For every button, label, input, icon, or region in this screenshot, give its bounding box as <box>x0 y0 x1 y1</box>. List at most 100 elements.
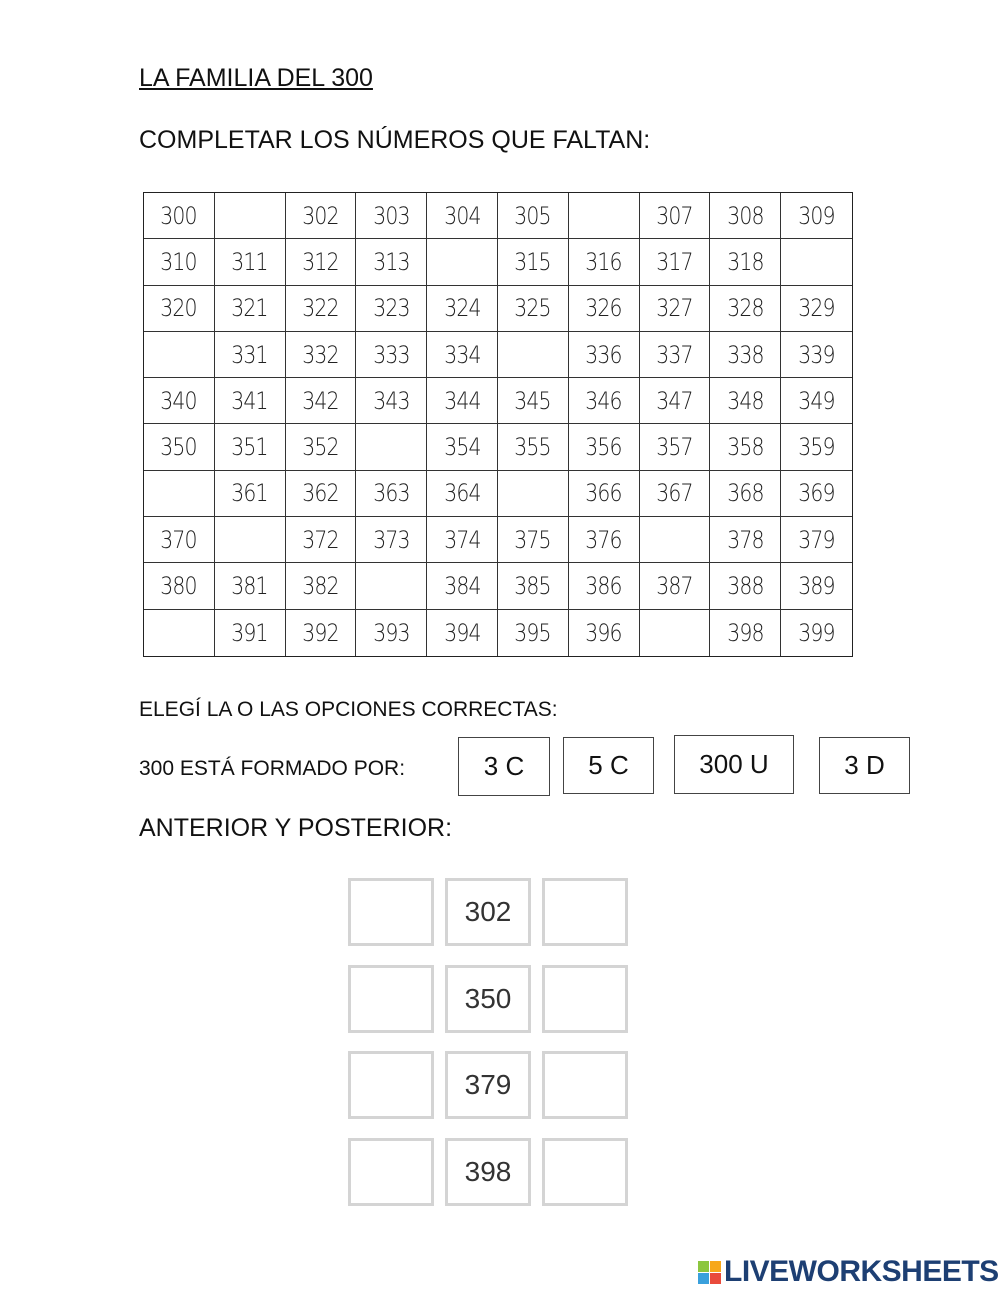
grid-blank-input[interactable] <box>144 470 215 518</box>
grid-cell: 302 <box>285 193 357 240</box>
grid-blank-input[interactable] <box>427 239 498 286</box>
grid-blank-input[interactable] <box>144 609 215 656</box>
grid-cell-value: 341 <box>231 386 268 415</box>
grid-cell-value: 309 <box>798 201 835 230</box>
grid-cell-value: 369 <box>798 479 835 508</box>
grid-cell-value: 300 <box>160 201 198 230</box>
grid-cell: 391 <box>215 609 286 656</box>
grid-cell: 384 <box>427 563 498 610</box>
anterior-input[interactable] <box>348 965 434 1033</box>
posterior-input[interactable] <box>542 878 628 946</box>
grid-cell-value: 370 <box>160 525 198 554</box>
grid-cell-value: 336 <box>585 340 622 369</box>
grid-cell-value: 355 <box>514 433 552 462</box>
option-3d[interactable]: 3 D <box>819 737 910 794</box>
grid-cell-value: 381 <box>231 572 268 601</box>
grid-cell: 304 <box>427 193 498 240</box>
grid-cell: 388 <box>710 563 782 610</box>
grid-cell-value: 323 <box>373 294 410 323</box>
anterior-input[interactable] <box>348 878 434 946</box>
grid-blank-input[interactable] <box>356 424 428 471</box>
grid-blank-input[interactable] <box>498 331 569 379</box>
grid-cell-value: 387 <box>656 572 693 601</box>
grid-cell-value: 394 <box>443 618 481 647</box>
grid-cell: 331 <box>214 331 286 379</box>
grid-blank-input[interactable] <box>568 193 640 240</box>
given-number: 398 <box>445 1138 531 1206</box>
grid-cell: 373 <box>356 517 428 564</box>
grid-cell-value: 388 <box>727 572 764 601</box>
option-300u[interactable]: 300 U <box>674 735 794 794</box>
grid-cell-value: 346 <box>585 386 622 415</box>
grid-cell: 328 <box>710 285 782 332</box>
grid-cell-value: 345 <box>514 386 552 415</box>
grid-blank-input[interactable] <box>214 517 286 564</box>
grid-blank-input[interactable] <box>356 563 428 610</box>
liveworksheets-logo: LIVEWORKSHEETS <box>698 1255 999 1289</box>
grid-cell: 355 <box>498 424 569 471</box>
given-number: 302 <box>445 878 531 946</box>
grid-cell: 315 <box>498 239 569 286</box>
anterior-input[interactable] <box>348 1051 434 1119</box>
grid-blank-input[interactable] <box>640 609 711 656</box>
grid-cell-value: 356 <box>585 433 622 462</box>
grid-cell: 300 <box>144 193 215 240</box>
grid-cell-value: 368 <box>727 479 764 508</box>
grid-cell: 326 <box>568 285 640 332</box>
grid-cell-value: 338 <box>727 340 764 369</box>
grid-cell-value: 399 <box>798 618 835 647</box>
grid-cell: 379 <box>781 517 852 564</box>
grid-cell: 358 <box>710 424 782 471</box>
grid-cell-value: 351 <box>231 433 268 462</box>
grid-blank-input[interactable] <box>214 193 286 240</box>
grid-cell: 339 <box>781 332 852 379</box>
grid-cell: 395 <box>498 609 569 656</box>
grid-cell: 317 <box>639 239 711 286</box>
grid-blank-input[interactable] <box>781 239 852 286</box>
grid-cell: 327 <box>639 285 711 332</box>
anterior-input[interactable] <box>348 1138 434 1206</box>
grid-cell-value: 367 <box>656 479 693 508</box>
posterior-input[interactable] <box>542 965 628 1033</box>
grid-cell: 386 <box>568 563 640 610</box>
grid-cell: 394 <box>427 609 498 656</box>
question-300: 300 ESTÁ FORMADO POR: <box>139 757 406 780</box>
grid-cell: 396 <box>569 609 640 656</box>
grid-cell-value: 378 <box>727 525 764 554</box>
grid-cell: 374 <box>427 517 498 564</box>
given-number: 350 <box>445 965 531 1033</box>
grid-cell-value: 363 <box>373 479 410 508</box>
grid-cell: 367 <box>639 470 711 518</box>
grid-cell-value: 332 <box>302 340 339 369</box>
grid-cell-value: 320 <box>160 294 198 323</box>
option-5c[interactable]: 5 C <box>563 737 654 794</box>
grid-blank-input[interactable] <box>498 470 569 518</box>
grid-cell-value: 362 <box>302 479 339 508</box>
grid-cell-value: 396 <box>585 618 622 647</box>
grid-cell-value: 366 <box>585 479 622 508</box>
grid-cell-value: 340 <box>160 386 198 415</box>
grid-cell: 376 <box>568 517 640 564</box>
grid-cell-value: 342 <box>302 386 339 415</box>
grid-cell: 345 <box>498 378 569 425</box>
grid-cell-value: 304 <box>443 201 481 230</box>
posterior-input[interactable] <box>542 1051 628 1119</box>
given-number: 379 <box>445 1051 531 1119</box>
grid-blank-input[interactable] <box>639 517 711 564</box>
grid-cell: 312 <box>285 239 357 286</box>
grid-cell-value: 359 <box>798 433 835 462</box>
grid-cell-value: 343 <box>373 386 410 415</box>
grid-cell: 387 <box>639 563 711 610</box>
grid-cell-value: 376 <box>585 525 622 554</box>
grid-blank-input[interactable] <box>144 331 215 379</box>
grid-cell: 362 <box>285 470 357 518</box>
grid-cell-value: 322 <box>302 294 339 323</box>
option-3c[interactable]: 3 C <box>458 737 550 796</box>
posterior-input[interactable] <box>542 1138 628 1206</box>
grid-cell: 305 <box>498 193 569 240</box>
grid-cell-value: 305 <box>514 201 552 230</box>
grid-cell-value: 333 <box>373 340 410 369</box>
instruction-choose: ELEGÍ LA O LAS OPCIONES CORRECTAS: <box>139 698 558 721</box>
grid-cell-value: 393 <box>373 618 410 647</box>
grid-cell-value: 382 <box>302 572 339 601</box>
